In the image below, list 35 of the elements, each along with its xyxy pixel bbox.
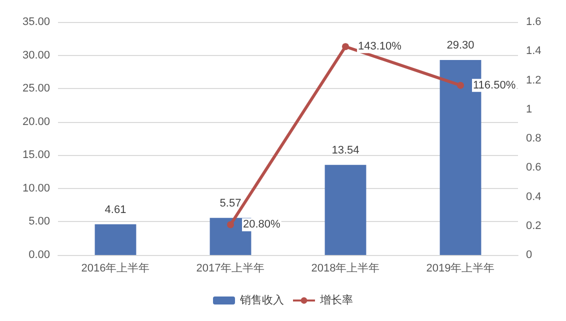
x-tick-label: 2016年上半年 xyxy=(81,262,150,274)
data-label: 29.30 xyxy=(446,39,474,52)
bar xyxy=(324,164,366,255)
x-tick-label: 2018年上半年 xyxy=(311,262,380,274)
y-tick-label: 5.00 xyxy=(28,216,50,228)
y2-tick-label: 1.2 xyxy=(526,74,542,86)
data-label: 13.54 xyxy=(332,144,360,156)
data-label: 143.10% xyxy=(358,40,402,53)
y2-tick-label: 1.4 xyxy=(526,45,542,58)
x-tick-label: 2019年上半年 xyxy=(426,262,495,274)
y2-tick-label: 1.6 xyxy=(526,16,542,28)
y-tick-label: 25.00 xyxy=(22,82,50,95)
y-tick-label: 10.00 xyxy=(22,182,50,194)
y-tick-label: 20.00 xyxy=(22,116,50,128)
bar xyxy=(94,224,136,255)
y-tick-label: 0.00 xyxy=(28,249,50,261)
y-tick-label: 15.00 xyxy=(22,149,50,162)
y-tick-label: 30.00 xyxy=(22,49,50,62)
data-label: 5.57 xyxy=(220,197,242,210)
data-label: 4.61 xyxy=(104,204,126,216)
data-label: 116.50% xyxy=(473,79,516,92)
y2-tick-label: 0 xyxy=(526,249,532,261)
y-tick-label: 35.00 xyxy=(22,16,50,28)
point xyxy=(342,43,349,50)
data-label: 20.80% xyxy=(243,218,281,231)
point xyxy=(227,221,234,228)
legend-label: 增长率 xyxy=(319,294,353,306)
point xyxy=(457,82,464,89)
y2-tick-label: 1 xyxy=(526,103,532,116)
x-tick-label: 2017年上半年 xyxy=(196,262,265,274)
y2-tick-label: 0.2 xyxy=(526,220,542,232)
y2-tick-label: 0.6 xyxy=(526,162,542,174)
y2-tick-label: 0.8 xyxy=(526,132,542,144)
legend-label: 销售收入 xyxy=(239,294,284,306)
y2-tick-label: 0.4 xyxy=(526,190,542,203)
